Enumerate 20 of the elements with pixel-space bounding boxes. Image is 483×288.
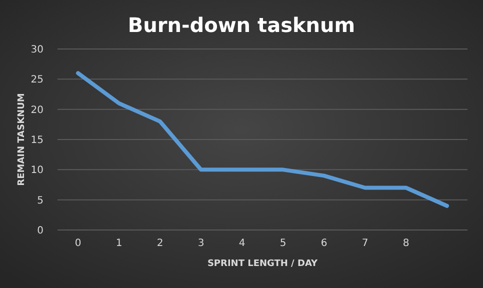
chart-title: Burn-down tasknum: [128, 13, 356, 37]
x-tick-label: 6: [320, 238, 328, 249]
x-tick-label: 2: [156, 238, 164, 249]
x-tick-label: 5: [280, 238, 286, 249]
x-tick-label: 1: [116, 238, 122, 249]
x-tick-label: 0: [74, 238, 82, 249]
y-tick-label: 30: [30, 44, 44, 56]
y-axis-title: REMAIN TASKNUM: [17, 93, 27, 186]
y-tick-label: 15: [30, 135, 44, 146]
y-tick-label: 10: [30, 165, 44, 176]
x-tick-label: 8: [402, 238, 410, 249]
line-series: [76, 71, 449, 208]
x-tick-label: 7: [362, 238, 368, 249]
x-tick-label: 3: [198, 238, 204, 249]
y-tick-label: 20: [30, 104, 44, 116]
y-tick-label: 5: [37, 195, 44, 206]
y-tick-label: 0: [37, 226, 44, 236]
y-tick-label: 25: [30, 74, 44, 86]
x-axis-title: SPRINT LENGTH / DAY: [207, 259, 318, 269]
x-tick-label: 4: [238, 238, 246, 249]
